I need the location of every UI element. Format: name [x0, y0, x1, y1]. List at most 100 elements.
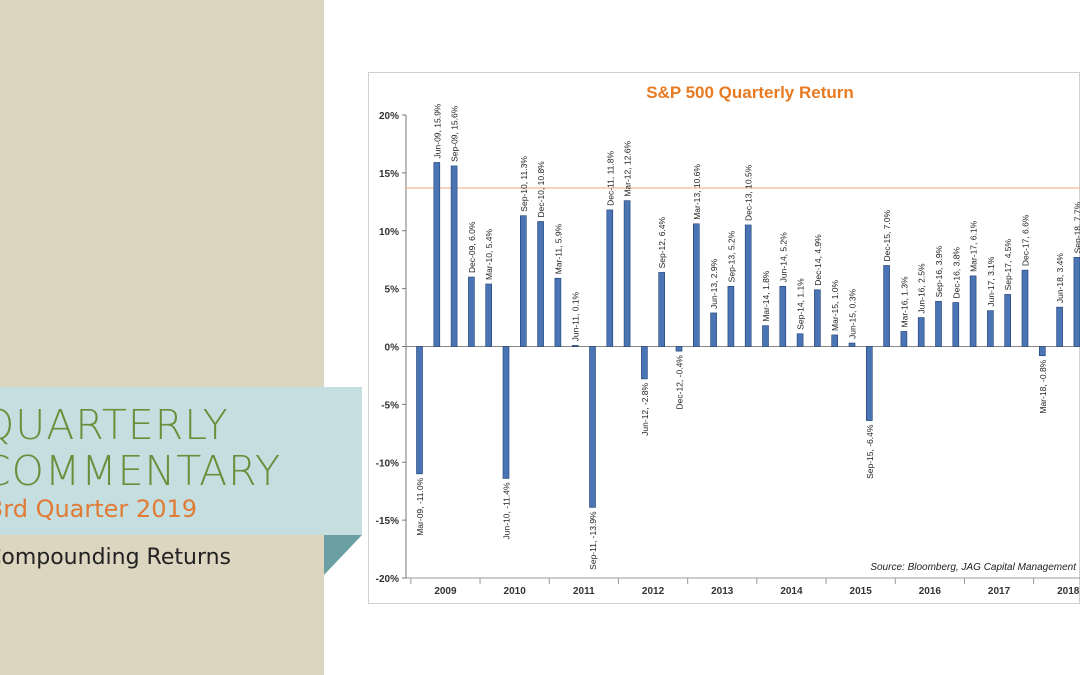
data-label: Dec-11, 11.8%: [605, 151, 615, 206]
data-label: Mar-10, 5.4%: [484, 229, 494, 280]
bar: [1073, 257, 1080, 347]
data-label: Dec-13, 10.5%: [744, 164, 754, 221]
data-label: Jun-11, 0.1%: [571, 291, 581, 341]
bar: [779, 286, 787, 347]
data-label: Jun-15, 0.3%: [848, 288, 858, 339]
bar: [606, 209, 614, 347]
title-banner: QUARTERLY COMMENTARY 3rd Quarter 2019: [0, 387, 362, 535]
bar: [935, 301, 942, 347]
data-label: Mar-12, 12.6%: [623, 140, 633, 196]
data-label: Jun-18, 3.4%: [1055, 253, 1065, 304]
year-label: 2017: [988, 586, 1011, 597]
bar: [450, 165, 458, 347]
y-tick-label: -10%: [376, 458, 399, 469]
y-tick-label: 0%: [385, 343, 400, 354]
bar: [485, 283, 492, 347]
data-label: Mar-18, -0.8%: [1038, 359, 1048, 413]
y-tick-label: -5%: [381, 400, 399, 411]
year-label: 2010: [504, 586, 527, 597]
bar: [744, 224, 752, 347]
data-label: Dec-15, 7.0%: [882, 210, 892, 262]
year-label: 2018: [1057, 586, 1080, 597]
bar: [537, 221, 544, 347]
year-label: 2014: [780, 586, 803, 597]
bar: [969, 275, 977, 347]
data-label: Sep-13, 5.2%: [726, 230, 736, 282]
data-label: Jun-14, 5.2%: [778, 232, 788, 283]
data-label: Sep-11, -13.9%: [588, 511, 598, 570]
bar: [520, 215, 527, 347]
bar: [675, 346, 683, 352]
y-tick-label: 5%: [385, 285, 400, 296]
left-panel: [0, 0, 324, 675]
bar: [416, 346, 423, 475]
data-label: Sep-12, 6.4%: [657, 216, 667, 268]
data-label: Dec-09, 6.0%: [467, 221, 477, 273]
data-label: Mar-15, 1.0%: [830, 279, 840, 330]
bar: [814, 289, 821, 347]
tagline: Compounding Returns: [0, 545, 232, 570]
data-label: Mar-09, -11.0%: [415, 477, 425, 535]
data-label: Sep-09, 15.6%: [450, 105, 460, 162]
y-tick-label: -20%: [376, 574, 399, 585]
banner-title-line2: COMMENTARY: [0, 447, 282, 495]
data-label: Mar-11, 5.9%: [553, 223, 563, 274]
data-label: Jun-09, 15.9%: [432, 103, 442, 158]
data-label: Sep-18, 7.7%: [1072, 201, 1080, 253]
bar: [762, 325, 769, 347]
bar: [1038, 346, 1046, 357]
chart-source: Source: Bloomberg, JAG Capital Managemen…: [870, 562, 1077, 573]
bar: [917, 317, 925, 347]
bar: [865, 346, 873, 421]
bar: [692, 223, 700, 347]
data-label: Dec-10, 10.8%: [536, 161, 546, 218]
data-label: Mar-17, 6.1%: [969, 220, 979, 271]
bar: [727, 286, 735, 347]
bar: [831, 334, 839, 347]
data-label: Jun-17, 3.1%: [986, 256, 996, 307]
banner-subtitle: 3rd Quarter 2019: [0, 495, 198, 523]
bar: [848, 342, 856, 347]
data-label: Dec-16, 3.8%: [951, 247, 961, 299]
y-tick-label: 10%: [379, 227, 399, 238]
bar: [571, 345, 579, 347]
data-label: Sep-16, 3.9%: [934, 245, 944, 297]
year-label: 2009: [434, 586, 457, 597]
data-label: Sep-14, 1.1%: [796, 278, 806, 330]
y-tick-label: 15%: [379, 169, 399, 180]
data-label: Jun-12, -2.8%: [640, 382, 650, 435]
year-label: 2015: [850, 586, 873, 597]
year-label: 2016: [919, 586, 942, 597]
y-tick-label: -15%: [376, 516, 399, 527]
bar: [658, 272, 666, 347]
bar: [900, 331, 908, 347]
year-label: 2013: [711, 586, 734, 597]
year-label: 2011: [573, 586, 595, 597]
data-label: Sep-10, 11.3%: [519, 156, 529, 212]
bar: [796, 333, 804, 347]
data-label: Mar-14, 1.8%: [761, 270, 771, 321]
quarterly-return-chart: S&P 500 Quarterly Return 20% 15% 10% 5% 0% -5…: [376, 83, 1080, 597]
bar: [952, 302, 960, 347]
year-label: 2012: [642, 586, 665, 597]
data-label: Sep-17, 4.5%: [1003, 238, 1013, 290]
bar: [710, 312, 717, 347]
bar: [883, 265, 890, 347]
bar: [623, 200, 631, 347]
bar: [641, 346, 648, 380]
y-tick-label: 20%: [379, 111, 399, 122]
bar: [1021, 269, 1029, 347]
data-label: Jun-16, 2.5%: [917, 263, 927, 314]
bar: [589, 346, 596, 508]
data-label: Mar-16, 1.3%: [899, 276, 909, 327]
banner-fold: [324, 535, 362, 575]
data-label: Dec-17, 6.6%: [1021, 214, 1031, 266]
bar: [987, 310, 994, 347]
bar: [554, 277, 562, 347]
bar: [1056, 306, 1063, 347]
bar: [1004, 294, 1012, 347]
data-label: Sep-15, -6.4%: [865, 424, 875, 479]
data-label: Mar-13, 10.6%: [692, 164, 702, 220]
bar: [502, 346, 510, 479]
data-label: Jun-10, -11.4%: [502, 482, 512, 539]
